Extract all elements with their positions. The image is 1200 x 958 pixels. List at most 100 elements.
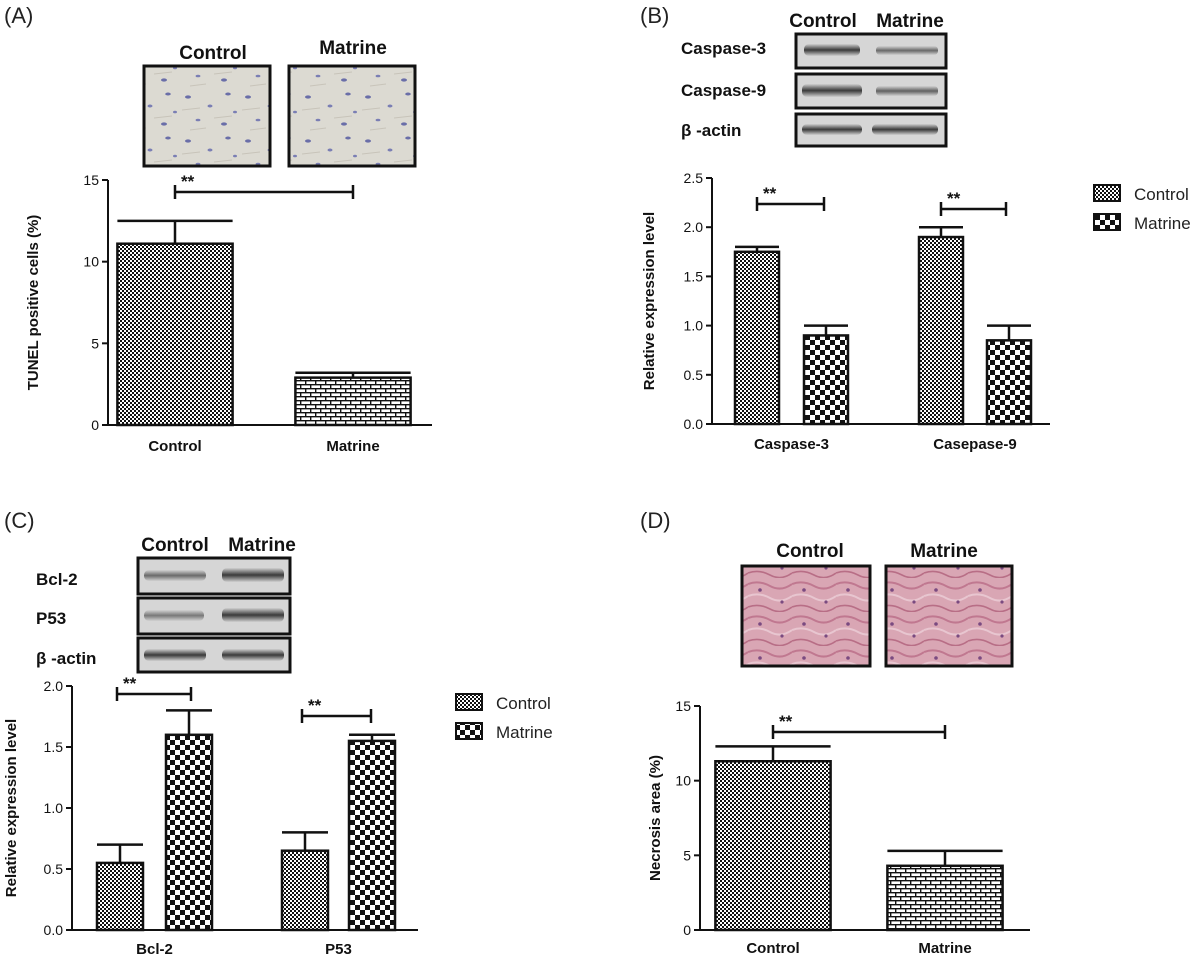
chart-c-category-label-1: P53 — [325, 941, 352, 958]
chart-b-ytick-label-2: 1.0 — [684, 318, 704, 334]
panel-b-legend: Control Matrine — [1093, 184, 1191, 233]
chart-b-bar-casepase-9-matrine — [985, 339, 1033, 426]
panel-c-lane-label-matrine: Matrine — [228, 535, 296, 556]
chart-d-ytick-label-0: 0 — [683, 922, 691, 938]
chart-c-bar-bcl-2-control — [95, 861, 145, 932]
panel-c-legend-label-matrine: Matrine — [496, 723, 553, 742]
panel-b-legend-label-control: Control — [1134, 185, 1189, 204]
panel-b-blot: Caspase-3 Caspase-9 β -actin — [681, 32, 948, 148]
panel-a-micrograph-control — [142, 64, 272, 168]
panel-a-image-label-matrine: Matrine — [319, 38, 387, 59]
panel-b-band-caspase3-control — [804, 44, 860, 56]
panel-c-band-p53-control — [144, 610, 204, 621]
panel-b-lane-label-control: Control — [789, 11, 857, 32]
chart-c-ytick-label-4: 2.0 — [44, 678, 64, 694]
chart-c-ytick-label-3: 1.5 — [44, 739, 64, 755]
chart-c-bar-p53-control — [280, 849, 330, 932]
chart-c-bar-p53-matrine — [347, 739, 397, 932]
chart-a-ytick-label-1: 5 — [91, 335, 99, 351]
panel-b-legend-swatch-control — [1093, 184, 1121, 202]
chart-c-sig-label-1: ** — [308, 696, 322, 715]
chart-c-sig-label-0: ** — [123, 674, 137, 693]
chart-c-ytick-label-2: 1.0 — [44, 800, 64, 816]
chart-a-sig-label-0: ** — [181, 172, 195, 191]
panel-b-band-caspase9-matrine — [876, 86, 938, 96]
panel-a-letter: (A) — [4, 3, 33, 28]
chart-d-ytick-label-3: 15 — [675, 698, 691, 714]
chart-d-bar-matrine — [886, 864, 1004, 932]
chart-a-category-label-1: Matrine — [326, 438, 379, 455]
chart-d-sig-label-0: ** — [779, 712, 793, 731]
panel-c-blot-label-p53: P53 — [36, 609, 66, 628]
chart-c-category-label-0: Bcl-2 — [136, 941, 173, 958]
chart-d-bar-control — [714, 760, 832, 932]
panel-c-legend: Control Matrine — [455, 693, 553, 742]
panel-b-letter: (B) — [640, 3, 669, 28]
chart-b-ytick-label-1: 0.5 — [684, 367, 704, 383]
chart-b-category-label-0: Caspase-3 — [754, 436, 829, 453]
panel-b-blot-label-actin: β -actin — [681, 121, 741, 140]
chart-d-category-label-0: Control — [746, 940, 799, 957]
chart-a-y-axis-title: TUNEL positive cells (%) — [25, 215, 42, 391]
chart-a-tunel: 0 5 10 15 TUNEL positive cells (%) Control Mat… — [25, 172, 432, 455]
panel-c-band-p53-matrine — [222, 608, 284, 622]
panel-b-blot-label-caspase9: Caspase-9 — [681, 81, 766, 100]
chart-d-y-axis-title: Necrosis area (%) — [647, 755, 664, 881]
panel-b-legend-label-matrine: Matrine — [1134, 214, 1191, 233]
panel-c-blot-label-actin: β -actin — [36, 649, 96, 668]
chart-b-sig-label-1: ** — [947, 189, 961, 208]
chart-b-ytick-label-0: 0.0 — [684, 416, 704, 432]
panel-c-legend-swatch-control — [455, 693, 483, 711]
chart-b-ytick-label-3: 1.5 — [684, 268, 704, 284]
panel-c-blot: Bcl-2 P53 β -actin — [36, 556, 292, 674]
panel-b-band-caspase9-control — [802, 84, 862, 97]
panel-c-legend-swatch-matrine — [455, 722, 483, 740]
panel-c-band-bcl2-control — [144, 570, 206, 581]
panel-b-lane-label-matrine: Matrine — [876, 11, 944, 32]
panel-c-lane-label-control: Control — [141, 535, 209, 556]
chart-b-bar-caspase-3-control — [733, 250, 781, 426]
panel-b-legend-swatch-matrine — [1093, 213, 1121, 231]
panel-c-blot-label-bcl2: Bcl-2 — [36, 570, 78, 589]
panel-d-image-label-matrine: Matrine — [910, 541, 978, 562]
chart-b-ytick-label-4: 2.0 — [684, 219, 704, 235]
panel-c-band-bcl2-matrine — [222, 568, 284, 582]
panel-c-legend-label-control: Control — [496, 694, 551, 713]
panel-a-image-label-control: Control — [179, 43, 247, 64]
chart-c-bcl2-p53: 0.0 0.5 1.0 1.5 2.0 Relative expression level… — [3, 674, 418, 958]
chart-a-category-label-0: Control — [148, 438, 201, 455]
chart-d-ytick-label-1: 5 — [683, 847, 691, 863]
panel-d-image-label-control: Control — [776, 541, 844, 562]
chart-a-bar-control — [116, 242, 234, 427]
panel-d-micrograph-matrine — [884, 564, 1014, 668]
panel-b-band-actin-control — [802, 124, 862, 135]
chart-d-ytick-label-2: 10 — [675, 773, 691, 789]
panel-c-letter: (C) — [4, 508, 35, 533]
chart-a-bar-matrine — [294, 376, 412, 427]
chart-b-sig-label-0: ** — [763, 184, 777, 203]
chart-a-ytick-label-3: 15 — [83, 172, 99, 188]
panel-b-band-caspase3-matrine — [876, 46, 938, 55]
chart-b-y-axis-title: Relative expression level — [641, 212, 658, 390]
chart-b-caspase: 0.0 0.5 1.0 1.5 2.0 2.5 Relative expression le… — [641, 170, 1050, 453]
panel-d-micrograph-control — [740, 564, 872, 668]
chart-d-category-label-1: Matrine — [918, 940, 971, 957]
chart-b-category-label-1: Casepase-9 — [933, 436, 1016, 453]
panel-b-blot-label-caspase3: Caspase-3 — [681, 39, 766, 58]
chart-c-y-axis-title: Relative expression level — [3, 719, 20, 897]
chart-c-bar-bcl-2-matrine — [164, 733, 214, 932]
panel-a-micrograph-matrine — [287, 64, 417, 168]
panel-c-band-actin-control — [144, 649, 206, 661]
chart-c-ytick-label-1: 0.5 — [44, 861, 64, 877]
chart-c-ytick-label-0: 0.0 — [44, 922, 64, 938]
chart-a-ytick-label-0: 0 — [91, 417, 99, 433]
chart-b-bar-casepase-9-control — [917, 235, 965, 426]
panel-c-band-actin-matrine — [222, 649, 284, 661]
chart-b-ytick-label-5: 2.5 — [684, 170, 704, 186]
chart-a-ytick-label-2: 10 — [83, 254, 99, 270]
panel-b-band-actin-matrine — [872, 124, 938, 135]
panel-d-letter: (D) — [640, 508, 671, 533]
chart-d-necrosis: 0 5 10 15 Necrosis area (%) Control Matrine ** — [647, 698, 1030, 957]
chart-b-bar-caspase-3-matrine — [802, 334, 850, 426]
